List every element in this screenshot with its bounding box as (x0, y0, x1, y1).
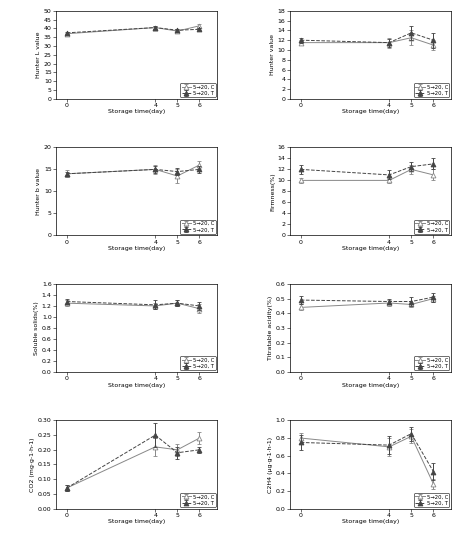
Legend: 5→20, C, 5→20, T: 5→20, C, 5→20, T (180, 493, 216, 507)
Legend: 5→20, C, 5→20, T: 5→20, C, 5→20, T (180, 356, 216, 371)
X-axis label: Storage time(day): Storage time(day) (342, 382, 399, 387)
X-axis label: Storage time(day): Storage time(day) (342, 246, 399, 251)
Y-axis label: Hunter value: Hunter value (270, 35, 275, 75)
Legend: 5→20, C, 5→20, T: 5→20, C, 5→20, T (180, 83, 216, 97)
Legend: 5→20, C, 5→20, T: 5→20, C, 5→20, T (414, 220, 450, 234)
Y-axis label: Firmness(%): Firmness(%) (270, 172, 275, 211)
X-axis label: Storage time(day): Storage time(day) (108, 519, 165, 524)
Y-axis label: Titratable acidity(%): Titratable acidity(%) (268, 296, 273, 360)
Y-axis label: Hunter b value: Hunter b value (36, 168, 41, 215)
X-axis label: Storage time(day): Storage time(day) (108, 382, 165, 387)
Legend: 5→20, C, 5→20, T: 5→20, C, 5→20, T (414, 356, 450, 371)
Legend: 5→20, C, 5→20, T: 5→20, C, 5→20, T (414, 83, 450, 97)
Y-axis label: Hunter L value: Hunter L value (36, 31, 41, 78)
Legend: 5→20, C, 5→20, T: 5→20, C, 5→20, T (180, 220, 216, 234)
X-axis label: Storage time(day): Storage time(day) (342, 109, 399, 115)
X-axis label: Storage time(day): Storage time(day) (108, 246, 165, 251)
Y-axis label: Soluble solids(%): Soluble solids(%) (34, 301, 39, 355)
Y-axis label: CO2 (mg·g-1·h-1): CO2 (mg·g-1·h-1) (30, 437, 35, 492)
X-axis label: Storage time(day): Storage time(day) (342, 519, 399, 524)
Legend: 5→20, C, 5→20, T: 5→20, C, 5→20, T (414, 493, 450, 507)
Y-axis label: C2H4 (μg·g-1·h-1): C2H4 (μg·g-1·h-1) (268, 437, 273, 492)
X-axis label: Storage time(day): Storage time(day) (108, 109, 165, 115)
